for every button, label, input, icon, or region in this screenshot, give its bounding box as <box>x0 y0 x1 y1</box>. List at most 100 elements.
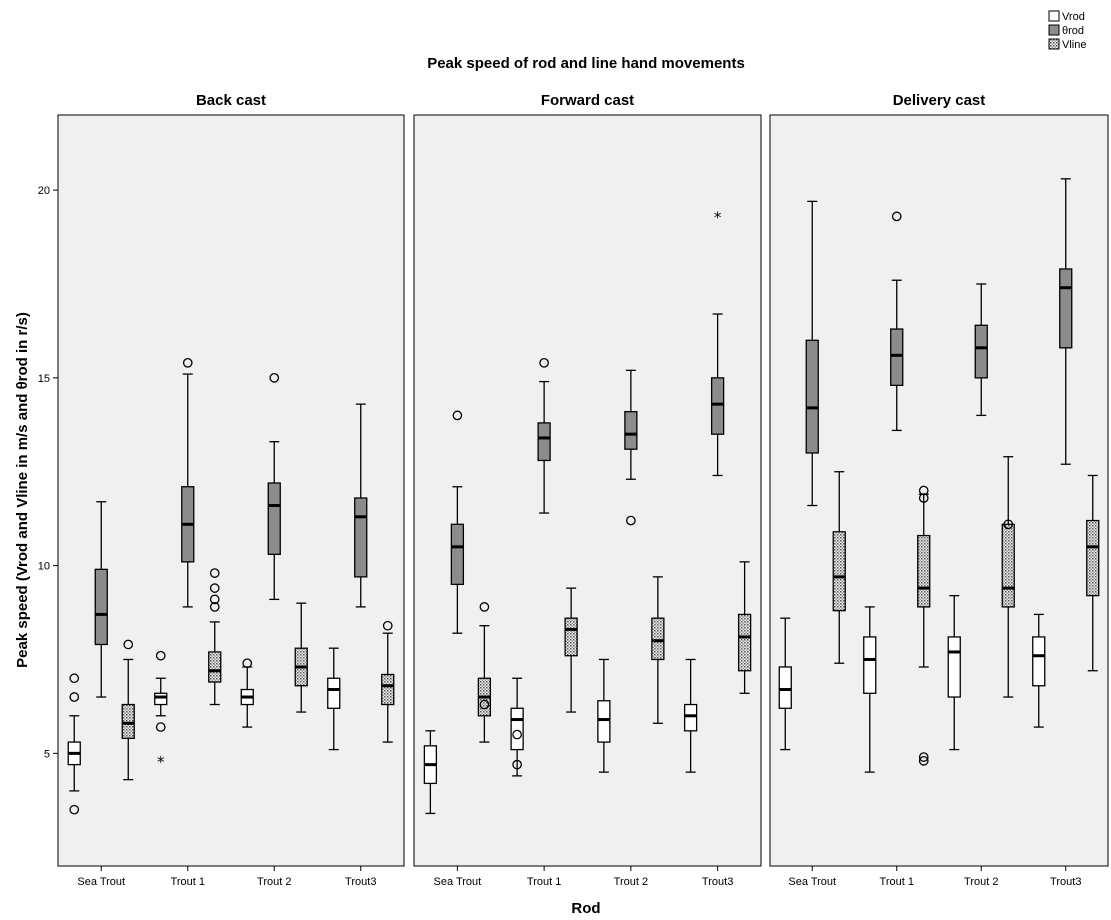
box-body <box>778 666 792 709</box>
box-body <box>94 568 108 646</box>
box-vrod <box>1032 613 1046 728</box>
legend-label-vrod: Vrod <box>1062 11 1085 23</box>
box-body <box>917 534 931 608</box>
outlier-point <box>209 594 220 605</box>
box-body <box>121 703 135 739</box>
box-vline <box>917 485 931 766</box>
box-theta-rod <box>94 501 108 698</box>
y-axis-label: Peak speed (Vrod and Vline in m/s and θr… <box>14 312 31 668</box>
box-vrod <box>67 673 81 815</box>
x-tick-label: Trout3 <box>1050 876 1081 888</box>
box-vrod <box>683 658 698 773</box>
x-tick-label: Sea Trout <box>434 876 482 888</box>
box-vrod <box>778 617 792 751</box>
box-vrod <box>510 677 524 777</box>
extreme-point: * <box>157 753 165 771</box>
box-vrod <box>327 647 341 751</box>
box-body <box>510 707 524 751</box>
box-vline <box>737 561 752 694</box>
x-tick-label: Trout 2 <box>257 876 291 888</box>
box-body <box>651 617 665 661</box>
outlier-point <box>209 602 220 612</box>
box-body <box>450 523 465 586</box>
outlier-point <box>209 568 220 578</box>
panel-frame <box>57 114 405 867</box>
x-tick-label: Trout3 <box>345 876 376 888</box>
box-body <box>737 613 752 672</box>
outlier-point <box>479 699 490 710</box>
box-vrod <box>863 606 877 773</box>
outlier-point <box>182 357 193 368</box>
box-body <box>1032 636 1046 687</box>
box-theta-rod <box>974 283 988 417</box>
box-vline <box>832 471 846 664</box>
x-tick-label: Trout 2 <box>614 876 648 888</box>
box-body <box>1059 268 1073 349</box>
legend-swatch-vrod <box>1048 10 1060 22</box>
panel-frame <box>413 114 762 867</box>
box-body <box>354 497 368 578</box>
box-body <box>1001 523 1015 608</box>
box-body <box>890 328 904 387</box>
y-axis: 5 10 15 20 <box>38 185 58 760</box>
legend: Vrod θrod Vline <box>1048 10 1086 51</box>
box-theta-rod: * <box>710 208 725 477</box>
x-tick-label: Trout 1 <box>527 876 561 888</box>
y-tick-label: 10 <box>38 561 50 573</box>
y-tick-label: 5 <box>44 748 50 760</box>
outlier-point <box>123 639 134 650</box>
box-vline <box>121 639 135 781</box>
panel: Delivery cast Sea Trout Trout 1 Trout 2 Trou… <box>769 92 1109 888</box>
outlier-point <box>918 752 929 762</box>
box-vline <box>294 602 308 713</box>
box-body <box>537 422 551 462</box>
box-body <box>267 482 281 555</box>
box-theta-rod <box>805 200 819 507</box>
box-theta-rod <box>354 403 368 608</box>
box-theta-rod <box>267 372 281 601</box>
legend-label-vline: Vline <box>1062 39 1086 51</box>
panel-title: Delivery cast <box>893 92 986 109</box>
x-tick-label: Trout 2 <box>964 876 998 888</box>
box-theta-rod <box>537 357 551 514</box>
box-vline <box>651 576 665 724</box>
outlier-point <box>918 756 929 766</box>
x-axis-label: Rod <box>571 900 600 917</box>
box-theta-rod <box>450 410 465 634</box>
box-theta-rod <box>1059 178 1073 465</box>
outlier-point <box>479 602 490 612</box>
box-body <box>381 673 395 706</box>
box-body <box>564 617 578 657</box>
outlier-point <box>512 759 522 770</box>
outlier-point <box>512 729 522 740</box>
box-theta-rod <box>890 211 904 432</box>
box-vrod <box>597 658 611 773</box>
box-vline <box>208 568 222 706</box>
outlier-point <box>452 410 463 421</box>
outlier-point <box>209 583 220 593</box>
panels: Back cast Sea Trout Trout 1 * Trout 2 Trout3 F… <box>57 92 1109 888</box>
legend-swatch-vline <box>1048 38 1060 50</box>
y-tick-label: 20 <box>38 185 50 197</box>
outlier-point <box>69 673 80 684</box>
box-vline <box>1086 474 1100 672</box>
box-vrod <box>947 594 961 751</box>
x-tick-label: Sea Trout <box>788 876 836 888</box>
panel-frame <box>769 114 1109 867</box>
box-vrod <box>240 658 254 728</box>
panel-title: Forward cast <box>541 92 634 109</box>
box-body <box>597 700 611 743</box>
box-body <box>1086 519 1100 597</box>
outlier-point <box>69 804 80 815</box>
box-theta-rod <box>181 357 195 608</box>
box-body <box>974 324 988 379</box>
box-body <box>947 636 961 698</box>
outlier-point <box>626 515 636 526</box>
box-body <box>208 651 222 683</box>
box-body <box>154 692 168 706</box>
box-vline <box>1001 456 1015 698</box>
legend-label-theta-rod: θrod <box>1062 25 1084 37</box>
box-body <box>863 636 877 694</box>
box-body <box>805 339 819 454</box>
panel-title: Back cast <box>196 92 266 109</box>
